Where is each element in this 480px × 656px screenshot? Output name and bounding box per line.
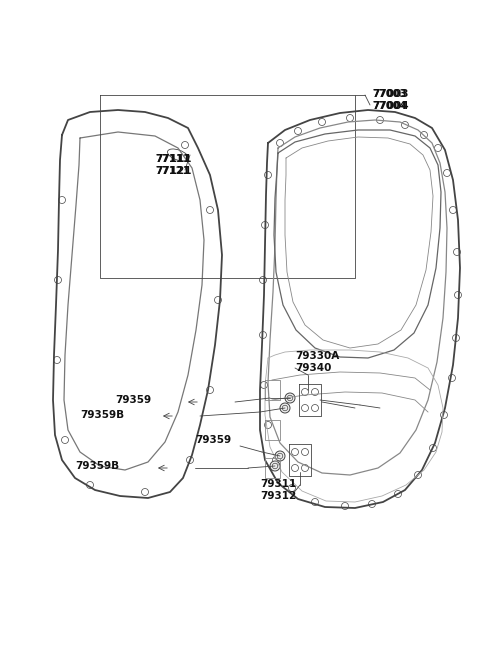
Circle shape [285,393,295,403]
Text: 79311
79312: 79311 79312 [260,479,296,501]
Text: 77111
77121: 77111 77121 [155,154,192,176]
Text: 77003
77004: 77003 77004 [372,89,408,112]
Text: 79359: 79359 [195,435,231,445]
Text: 77003
77004: 77003 77004 [372,89,407,112]
Circle shape [280,403,290,413]
Text: 77111
77121: 77111 77121 [155,154,190,176]
Text: 79330A
79340: 79330A 79340 [295,351,339,373]
Circle shape [275,451,285,461]
Text: 79359: 79359 [115,395,151,405]
Text: 79359B: 79359B [75,461,119,471]
Circle shape [270,461,280,471]
Text: 79359B: 79359B [80,410,124,420]
